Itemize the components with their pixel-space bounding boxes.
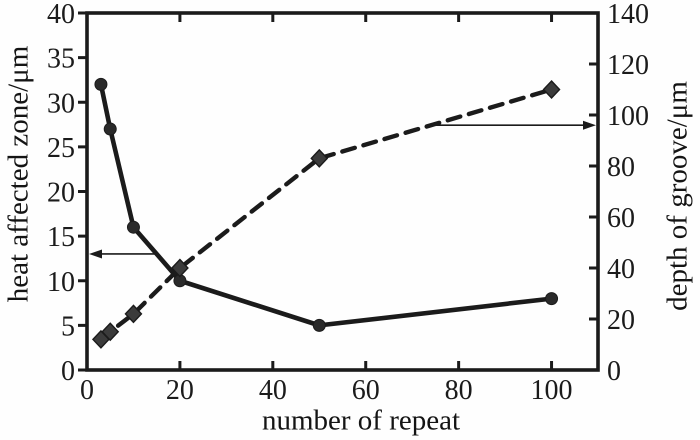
y-left-tick-label: 25 — [47, 133, 75, 164]
x-tick-label: 80 — [445, 375, 473, 406]
y-right-tick-label: 100 — [607, 101, 649, 132]
y-right-tick-label: 140 — [607, 0, 649, 30]
right-axis-title: depth of groove/μm — [661, 81, 694, 311]
y-left-tick-label: 30 — [47, 88, 75, 119]
y-right-tick-label: 60 — [607, 203, 635, 234]
marker-circle-heat-affected-zone — [94, 77, 108, 91]
y-right-tick-label: 40 — [607, 254, 635, 285]
marker-diamond-depth-of-groove — [542, 79, 561, 100]
y-right-tick-label: 80 — [607, 152, 635, 183]
x-tick-label: 40 — [259, 375, 287, 406]
y-right-tick-label: 0 — [607, 356, 621, 387]
marker-diamond-depth-of-groove — [124, 304, 143, 324]
y-left-tick-label: 10 — [47, 267, 75, 298]
y-left-tick-label: 0 — [61, 356, 75, 387]
left-axis-arrowhead-icon — [89, 249, 102, 259]
x-axis-title: number of repeat — [261, 404, 461, 437]
series-line-heat-affected-zone — [98, 82, 554, 328]
marker-circle-heat-affected-zone — [126, 220, 140, 234]
marker-circle-heat-affected-zone — [103, 122, 117, 136]
y-left-tick-label: 20 — [47, 178, 75, 209]
x-tick-label: 20 — [166, 375, 194, 406]
marker-circle-heat-affected-zone — [545, 292, 559, 306]
y-left-tick-label: 5 — [61, 311, 75, 342]
right-axis-arrowhead-icon — [583, 120, 596, 130]
left-axis-title: heat affected zone/μm — [2, 45, 35, 303]
series-line-depth-of-groove — [98, 87, 554, 342]
y-right-tick-label: 20 — [607, 305, 635, 336]
x-tick-label: 100 — [531, 375, 573, 406]
y-right-tick-label: 120 — [607, 50, 649, 81]
plot-frame — [85, 11, 600, 372]
marker-diamond-depth-of-groove — [310, 148, 329, 168]
y-left-tick-label: 35 — [47, 44, 75, 75]
y-left-tick-label: 40 — [47, 0, 75, 30]
marker-circle-heat-affected-zone — [312, 318, 326, 332]
x-tick-label: 60 — [352, 375, 380, 406]
marker-diamond-depth-of-groove — [101, 322, 120, 342]
marker-diamond-depth-of-groove — [170, 258, 189, 278]
x-tick-label: 0 — [80, 375, 94, 406]
y-left-tick-label: 15 — [47, 222, 75, 253]
